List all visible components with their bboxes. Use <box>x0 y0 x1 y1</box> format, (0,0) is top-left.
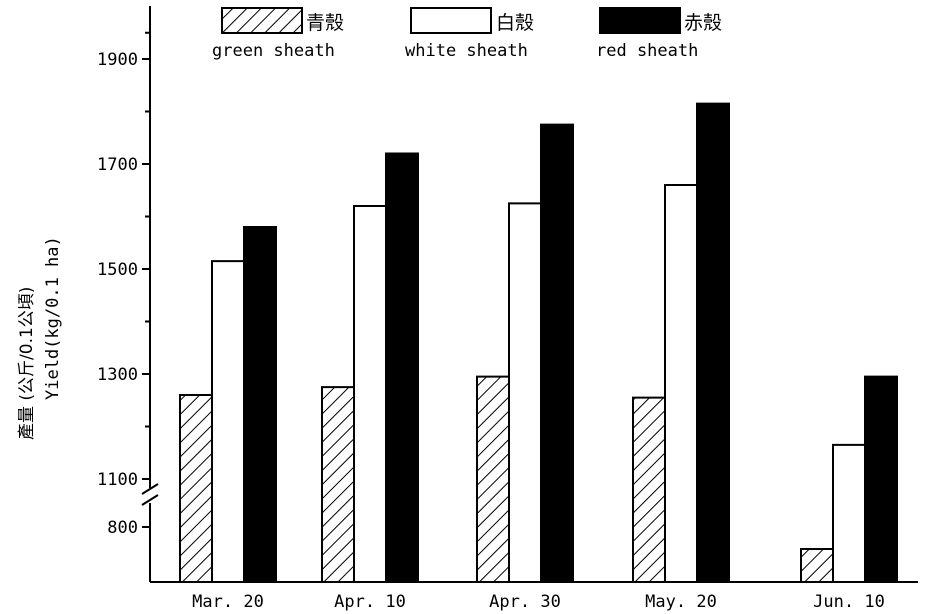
legend-swatch-red-sheath <box>599 7 681 34</box>
legend-swatch-green-sheath <box>221 7 303 34</box>
bar-green-sheath <box>632 396 666 583</box>
legend-label-white-sheath: white sheath <box>405 41 528 61</box>
bar-white-sheath <box>353 205 387 583</box>
legend-label-zh-red-sheath: 赤殼 <box>684 12 722 34</box>
y-axis-label-zh: 產量 (公斤/0.1公頃) <box>17 287 37 440</box>
y-ticks: 800 1100 1300 1500 1700 1900 <box>97 31 150 538</box>
bar-green-sheath <box>800 548 834 583</box>
x-tick-label: Mar. 20 <box>192 592 264 612</box>
x-tick-label: Apr. 30 <box>489 592 561 612</box>
bar-white-sheath <box>508 202 542 583</box>
x-tick-label: Apr. 10 <box>334 592 406 612</box>
y-axis-title: 產量 (公斤/0.1公頃) Yield(kg/0.1 ha) <box>17 236 63 440</box>
y-tick-label: 1100 <box>97 470 138 490</box>
y-tick-label: 1500 <box>97 260 138 280</box>
legend-label-zh-green-sheath: 青殼 <box>306 12 344 34</box>
bar-red-sheath <box>864 375 898 583</box>
y-tick-label: 1300 <box>97 365 138 385</box>
bar-red-sheath <box>696 102 730 583</box>
bar-white-sheath <box>664 184 698 583</box>
axis-break-mark <box>141 483 159 495</box>
axis-break-mark <box>141 494 159 506</box>
bar-green-sheath <box>179 394 213 583</box>
x-tick-label: May. 20 <box>645 592 717 612</box>
y-tick-label: 1900 <box>97 50 138 70</box>
y-tick-label: 800 <box>107 518 138 538</box>
x-tick-label: Jun. 10 <box>813 592 885 612</box>
legend: 青殼 green sheath 白殼 white sheath 赤殼 red s… <box>212 7 722 61</box>
y-tick-label: 1700 <box>97 155 138 175</box>
legend-swatch-white-sheath <box>410 7 492 34</box>
bar-green-sheath <box>321 386 355 583</box>
legend-label-green-sheath: green sheath <box>212 41 335 61</box>
y-axis-label-en: Yield(kg/0.1 ha) <box>43 236 63 400</box>
x-tick-labels: Mar. 20 Apr. 10 Apr. 30 May. 20 Jun. 10 <box>192 592 885 612</box>
bar-red-sheath <box>243 226 277 583</box>
legend-label-red-sheath: red sheath <box>596 41 698 61</box>
bar-red-sheath <box>540 123 574 583</box>
bar-green-sheath <box>476 375 510 583</box>
bar-white-sheath <box>832 443 866 583</box>
bar-red-sheath <box>385 152 419 583</box>
legend-label-zh-white-sheath: 白殼 <box>496 12 534 34</box>
bar-white-sheath <box>211 260 245 583</box>
bars <box>179 102 898 583</box>
